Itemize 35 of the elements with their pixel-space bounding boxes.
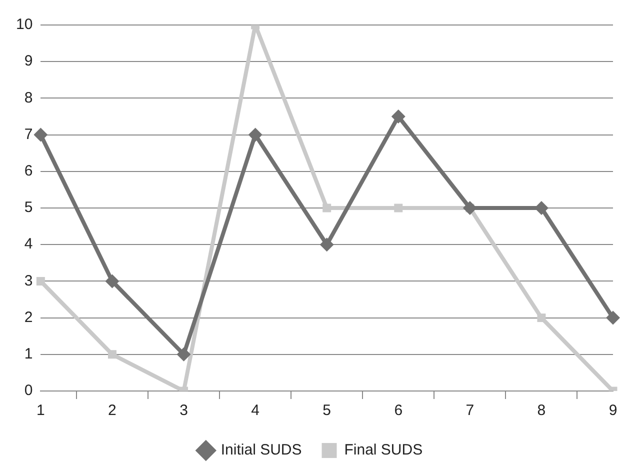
y-tick-label: 2 xyxy=(24,308,33,326)
point xyxy=(322,204,332,212)
point xyxy=(537,314,546,322)
point xyxy=(36,276,45,286)
point xyxy=(34,128,48,142)
x-tick-label: 6 xyxy=(394,402,403,420)
x-tick-label: 7 xyxy=(466,402,474,420)
point xyxy=(391,110,406,124)
point xyxy=(394,204,403,212)
x-tick-label: 1 xyxy=(36,402,45,420)
legend-label: Final SUDS xyxy=(344,442,423,459)
x-tick-label: 8 xyxy=(537,402,546,420)
y-tick-label: 4 xyxy=(24,236,33,253)
y-tick-label: 1 xyxy=(24,346,33,363)
point xyxy=(248,128,262,142)
y-tick-label: 8 xyxy=(24,89,33,106)
y-tick-label: 9 xyxy=(24,52,33,70)
legend-label: Initial SUDS xyxy=(220,442,302,459)
point xyxy=(108,350,116,359)
x-tick-label: 4 xyxy=(251,402,260,420)
y-tick-label: 5 xyxy=(24,199,33,216)
point xyxy=(176,347,191,362)
point xyxy=(320,238,334,252)
y-tick-label: 7 xyxy=(24,126,33,143)
x-tick-label: 5 xyxy=(322,402,332,420)
point xyxy=(462,201,477,215)
x-tick-label: 9 xyxy=(608,402,618,420)
y-tick-label: 3 xyxy=(24,272,33,290)
point xyxy=(606,310,620,325)
x-tick-label: 3 xyxy=(180,402,188,420)
y-tick-label: 10 xyxy=(16,16,33,34)
y-tick-label: 0 xyxy=(24,382,33,400)
point xyxy=(105,274,120,288)
x-tick-label: 2 xyxy=(108,402,116,420)
y-tick-label: 6 xyxy=(24,162,33,180)
